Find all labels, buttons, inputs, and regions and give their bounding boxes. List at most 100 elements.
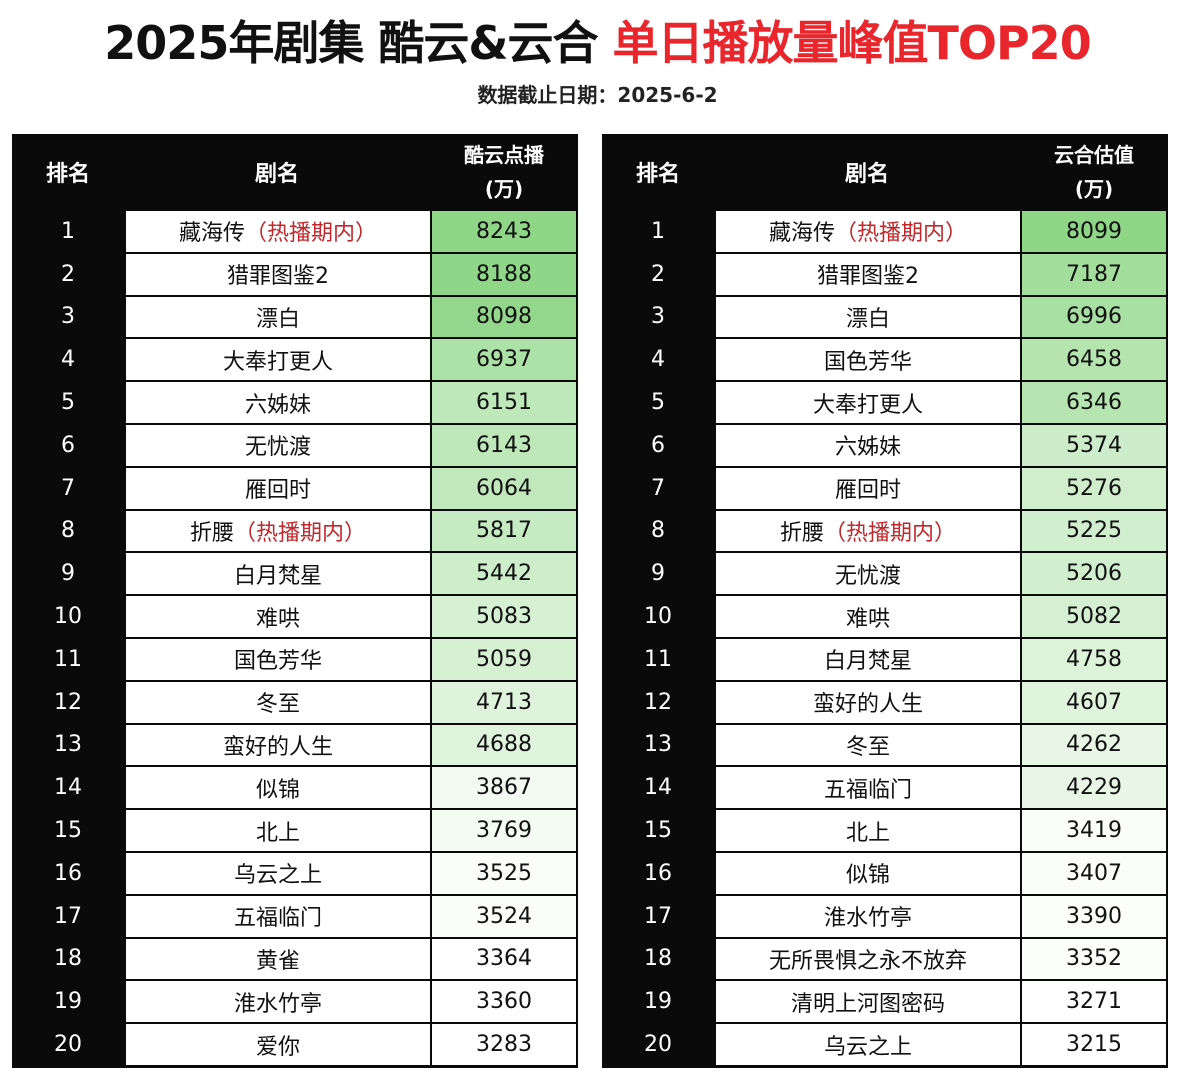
drama-name: 冬至 (845, 734, 890, 760)
table-row: 1 藏海传 （热播期内） 8099 (602, 210, 1168, 253)
yunhe-table: 排名 剧名 云合估值 (万) 1 藏海传 （热播期内） 8099 2 猎罪图鉴2 7187 3… (602, 134, 1168, 1068)
drama-name-cell: 黄雀 (126, 938, 430, 980)
drama-name-cell: 雁回时 (716, 467, 1020, 509)
drama-name: 冬至 (255, 692, 300, 718)
table-row: 3 漂白 6996 (602, 296, 1168, 339)
drama-name-cell: 难哄 (716, 596, 1020, 637)
drama-name-cell: 漂白 (716, 296, 1020, 338)
drama-name: 爱你 (255, 1034, 300, 1060)
rank-cell: 15 (54, 818, 82, 844)
rank-cell: 10 (644, 604, 672, 630)
drama-name-cell: 猎罪图鉴2 (716, 253, 1020, 295)
rank-cell: 13 (54, 732, 82, 758)
table-row: 15 北上 3769 (12, 809, 578, 852)
table-row: 13 蛮好的人生 4688 (12, 724, 578, 767)
drama-name-cell: 似锦 (126, 767, 430, 809)
table-row: 14 似锦 3867 (12, 766, 578, 809)
drama-name: 淮水竹亭 (233, 991, 322, 1017)
drama-name-cell: 蛮好的人生 (126, 724, 430, 766)
table-row: 1 藏海传 （热播期内） 8243 (12, 210, 578, 253)
drama-name: 无所畏惧之永不放弃 (768, 948, 967, 974)
value-cell: 5206 (1022, 553, 1166, 595)
drama-name: 难哄 (845, 606, 890, 632)
drama-name: 藏海传 (178, 221, 245, 247)
drama-name-cell: 清明上河图密码 (716, 981, 1020, 1023)
table-row: 5 大奉打更人 6346 (602, 381, 1168, 424)
rank-cell: 16 (54, 860, 82, 886)
rank-cell: 6 (651, 432, 665, 458)
table-row: 10 难哄 5083 (12, 595, 578, 638)
rank-cell: 2 (61, 261, 75, 287)
airing-tag: （热播期内） (234, 520, 367, 546)
table-row: 8 折腰 （热播期内） 5225 (602, 510, 1168, 553)
drama-name-cell: 大奉打更人 (126, 339, 430, 381)
drama-name-cell: 难哄 (126, 596, 430, 637)
header-value-label: 云合估值 (1054, 143, 1134, 167)
value-cell: 6346 (1022, 382, 1166, 423)
group-divider (126, 337, 578, 340)
group-divider (716, 765, 1168, 768)
table-row: 7 雁回时 5276 (602, 467, 1168, 510)
value-cell: 4713 (432, 681, 576, 723)
drama-name: 白月梵星 (233, 563, 322, 589)
header-title: 剧名 (844, 162, 889, 187)
drama-name: 白月梵星 (823, 649, 912, 675)
drama-name-cell: 乌云之上 (126, 853, 430, 894)
table-row: 2 猎罪图鉴2 8188 (12, 253, 578, 296)
table-row: 9 无忧渡 5206 (602, 552, 1168, 595)
drama-name: 黄雀 (255, 948, 300, 974)
drama-name: 乌云之上 (823, 1034, 912, 1060)
drama-name-cell: 白月梵星 (716, 639, 1020, 680)
drama-name-cell: 淮水竹亭 (126, 981, 430, 1023)
value-cell: 3215 (1022, 1024, 1166, 1065)
title-highlight: 单日播放量峰值TOP20 (612, 16, 1091, 70)
header-rank: 排名 (635, 162, 680, 187)
value-cell: 5082 (1022, 596, 1166, 637)
value-cell: 3364 (432, 938, 576, 980)
drama-name: 北上 (255, 820, 300, 846)
rank-cell: 7 (61, 475, 75, 501)
drama-name: 似锦 (255, 777, 300, 803)
group-divider (716, 508, 1168, 511)
rank-cell: 19 (644, 989, 672, 1015)
value-cell: 5059 (432, 639, 576, 680)
rank-cell: 10 (54, 604, 82, 630)
header-title: 剧名 (254, 162, 299, 187)
value-cell: 3390 (1022, 895, 1166, 937)
value-cell: 5225 (1022, 510, 1166, 552)
drama-name-cell: 五福临门 (126, 895, 430, 937)
drama-name: 六姊妹 (244, 392, 311, 418)
table-row: 12 蛮好的人生 4607 (602, 681, 1168, 724)
rank-cell: 19 (54, 989, 82, 1015)
value-cell: 5817 (432, 510, 576, 552)
rank-cell: 9 (651, 561, 665, 587)
rank-cell: 14 (644, 775, 672, 801)
rank-cell: 11 (644, 646, 672, 672)
drama-name-cell: 藏海传 （热播期内） (126, 211, 430, 252)
rank-cell: 16 (644, 860, 672, 886)
drama-name: 大奉打更人 (812, 392, 923, 418)
title-main: 2025年剧集 酷云&云合 (104, 16, 598, 70)
table-row: 17 淮水竹亭 3390 (602, 895, 1168, 938)
drama-name: 藏海传 (768, 221, 835, 247)
value-cell: 6151 (432, 382, 576, 423)
value-cell: 6996 (1022, 296, 1166, 338)
table-row: 16 乌云之上 3525 (12, 852, 578, 895)
data-date: 数据截止日期：2025-6-2 (477, 83, 718, 107)
table-row: 8 折腰 （热播期内） 5817 (12, 510, 578, 553)
value-cell: 3769 (432, 810, 576, 851)
drama-name-cell: 无忧渡 (126, 425, 430, 466)
rank-cell: 1 (61, 218, 75, 244)
table-row: 12 冬至 4713 (12, 681, 578, 724)
drama-name-cell: 爱你 (126, 1024, 430, 1065)
rank-cell: 8 (651, 518, 665, 544)
drama-name-cell: 六姊妹 (716, 425, 1020, 466)
drama-name-cell: 大奉打更人 (716, 382, 1020, 423)
table-row: 11 白月梵星 4758 (602, 638, 1168, 681)
group-divider (716, 679, 1168, 682)
value-cell: 5442 (432, 553, 576, 595)
value-cell: 6064 (432, 467, 576, 509)
rank-cell: 1 (651, 218, 665, 244)
rank-cell: 4 (61, 347, 75, 373)
table-row: 18 无所畏惧之永不放弃 3352 (602, 938, 1168, 981)
